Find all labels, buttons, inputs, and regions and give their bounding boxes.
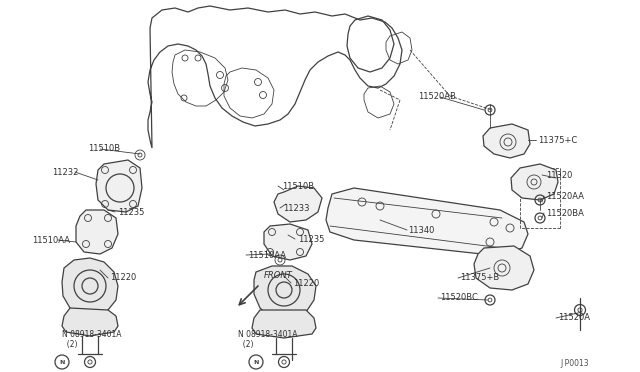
Text: 11520BA: 11520BA bbox=[546, 208, 584, 218]
Text: N 08918-3401A
  (2): N 08918-3401A (2) bbox=[62, 330, 122, 349]
Polygon shape bbox=[274, 186, 322, 222]
Text: 11520AA: 11520AA bbox=[546, 192, 584, 201]
Circle shape bbox=[249, 355, 263, 369]
Polygon shape bbox=[474, 246, 534, 290]
Text: 11520AB: 11520AB bbox=[418, 92, 456, 100]
Polygon shape bbox=[62, 308, 118, 336]
Polygon shape bbox=[252, 310, 316, 338]
Polygon shape bbox=[96, 160, 142, 212]
Circle shape bbox=[55, 355, 69, 369]
Text: FRONT: FRONT bbox=[264, 271, 292, 280]
Text: 11235: 11235 bbox=[118, 208, 145, 217]
Text: 11520BC: 11520BC bbox=[440, 294, 478, 302]
Text: 11220: 11220 bbox=[110, 273, 136, 282]
Text: 11510AA: 11510AA bbox=[248, 250, 286, 260]
Text: 11520A: 11520A bbox=[558, 314, 590, 323]
Text: 11510B: 11510B bbox=[88, 144, 120, 153]
Text: 11233: 11233 bbox=[283, 203, 310, 212]
Text: 11235: 11235 bbox=[298, 234, 324, 244]
Text: N: N bbox=[253, 359, 259, 365]
Text: 11375+C: 11375+C bbox=[538, 135, 577, 144]
Polygon shape bbox=[511, 164, 558, 200]
Text: 11340: 11340 bbox=[408, 225, 435, 234]
Text: 11320: 11320 bbox=[546, 170, 572, 180]
Polygon shape bbox=[62, 258, 118, 316]
Polygon shape bbox=[76, 210, 118, 254]
Text: J P0013: J P0013 bbox=[560, 359, 589, 368]
Text: N: N bbox=[60, 359, 65, 365]
Polygon shape bbox=[326, 188, 528, 256]
Text: 11232: 11232 bbox=[52, 167, 78, 176]
Text: 11510AA: 11510AA bbox=[32, 235, 70, 244]
Polygon shape bbox=[254, 266, 316, 318]
Polygon shape bbox=[264, 224, 312, 260]
Text: 11375+B: 11375+B bbox=[460, 273, 499, 282]
Polygon shape bbox=[483, 124, 530, 158]
Text: N 08918-3401A
  (2): N 08918-3401A (2) bbox=[238, 330, 298, 349]
Text: 11510B: 11510B bbox=[282, 182, 314, 190]
Text: 11220: 11220 bbox=[293, 279, 319, 288]
